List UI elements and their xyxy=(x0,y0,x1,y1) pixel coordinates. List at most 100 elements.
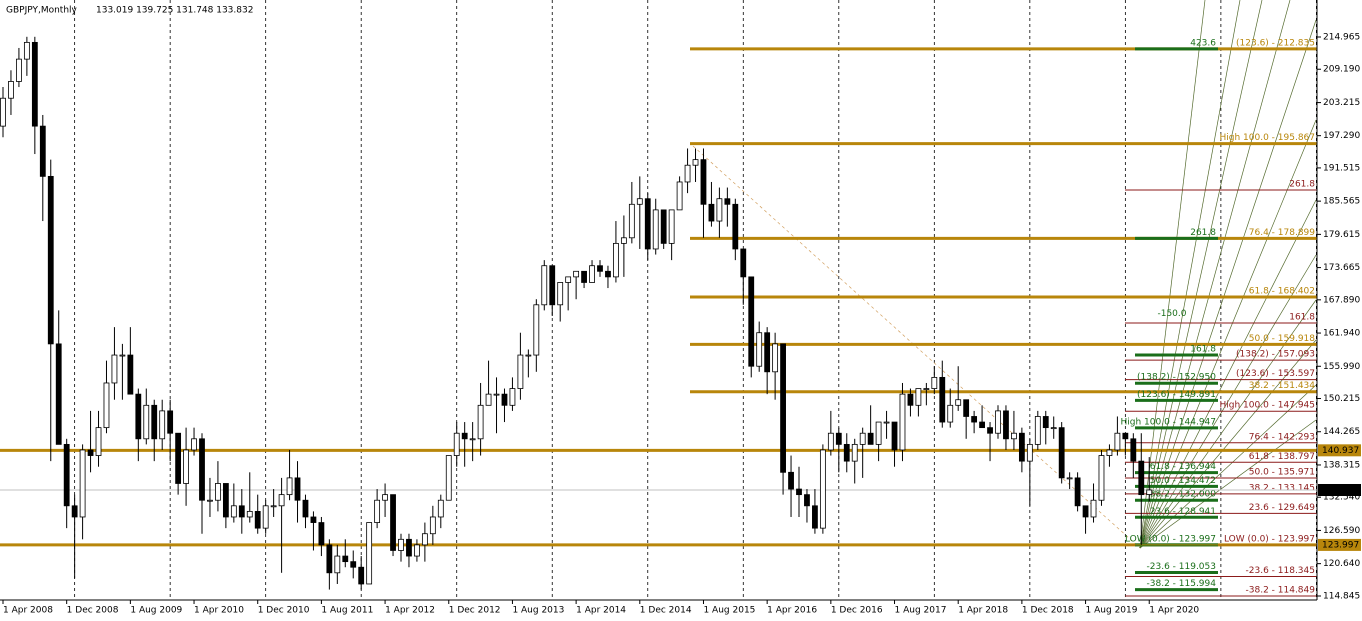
candle-body xyxy=(374,499,381,523)
candle-body xyxy=(47,175,54,345)
candle-body xyxy=(947,404,954,423)
candle-body xyxy=(859,432,866,445)
candle-body xyxy=(429,516,436,535)
candle-body xyxy=(788,471,794,490)
level-label: -38.2 - 115.994 xyxy=(1147,579,1217,589)
level-label: (123.6) - 212.835 xyxy=(1236,38,1315,48)
candle-body xyxy=(350,561,357,568)
candle-body xyxy=(979,421,985,429)
level-label: High 100.0 - 195.867 xyxy=(1220,133,1316,143)
y-tick-label: 114.845 xyxy=(1323,592,1360,602)
x-tick-label: 1 Dec 2014 xyxy=(640,606,692,616)
candle-body xyxy=(899,393,906,451)
level-label: 61.8 - 138.797 xyxy=(1249,452,1315,462)
fan-line xyxy=(1139,299,1317,549)
candle-body xyxy=(254,510,261,529)
candle-body xyxy=(636,198,643,205)
candle-body xyxy=(557,282,564,306)
candle-body xyxy=(302,499,309,518)
candle-body xyxy=(1146,489,1153,495)
candle-body xyxy=(867,432,874,445)
x-tick-label: 1 Aug 2019 xyxy=(1086,606,1138,616)
candle-body xyxy=(175,432,182,484)
candle-body xyxy=(414,544,420,557)
candle-body xyxy=(1026,443,1033,462)
price-box xyxy=(1318,483,1361,496)
candle-body xyxy=(875,421,882,445)
level-label: 261.8 xyxy=(1190,228,1216,238)
level-label: 423.6 xyxy=(1190,38,1216,48)
x-tick-label: 1 Dec 2016 xyxy=(831,606,883,616)
chart-title: GBPJPY,Monthly xyxy=(6,6,78,16)
level-label: (138.2) - 152.950 xyxy=(1137,373,1216,383)
level-label: 23.6 - 129.649 xyxy=(1249,503,1315,513)
candle-body xyxy=(1058,427,1065,479)
candle-body xyxy=(1066,477,1073,480)
level-label: High 100.0 - 147.945 xyxy=(1220,401,1316,411)
x-tick-label: 1 Dec 2008 xyxy=(67,606,119,616)
level-label: (138.2) - 157.093 xyxy=(1236,350,1315,360)
fan-line xyxy=(1139,119,1317,549)
candle-body xyxy=(501,393,508,406)
price-box-label: 133.832 xyxy=(1322,485,1359,495)
candle-body xyxy=(716,198,723,222)
level-label: 38.2 - 133.145 xyxy=(1249,483,1315,493)
candle-body xyxy=(660,209,667,244)
candle-body xyxy=(421,533,428,546)
y-tick-label: 144.265 xyxy=(1323,427,1360,437)
candle-body xyxy=(517,354,524,389)
candle-body xyxy=(1011,432,1017,440)
candle-body xyxy=(1098,455,1105,501)
price-box-label: 140.937 xyxy=(1322,446,1359,456)
candle-body xyxy=(1130,438,1137,462)
candle-body xyxy=(493,393,500,396)
fan-line xyxy=(1139,0,1241,549)
candle-body xyxy=(461,432,468,440)
y-tick-label: 161.940 xyxy=(1323,329,1360,339)
candle-body xyxy=(851,443,858,462)
candle-body xyxy=(207,499,213,502)
y-tick-label: 132.540 xyxy=(1323,493,1360,503)
candle-body xyxy=(1114,432,1121,451)
level-label: 61.8 - 168.402 xyxy=(1249,286,1315,296)
fan-line xyxy=(1139,0,1206,549)
candle-body xyxy=(605,270,611,278)
candle-body xyxy=(581,270,587,283)
candle-body xyxy=(684,164,691,183)
candle-body xyxy=(215,483,221,501)
candle-body xyxy=(294,477,301,501)
candle-body xyxy=(390,494,396,551)
candle-body xyxy=(398,538,404,551)
candle-body xyxy=(1106,449,1113,456)
candle-body xyxy=(549,265,556,306)
x-tick-label: 1 Apr 2016 xyxy=(767,606,817,616)
candle-body xyxy=(453,432,460,456)
candle-body xyxy=(71,505,78,518)
candle-body xyxy=(764,332,771,373)
level-label: 161.8 xyxy=(1289,313,1315,323)
level-label: 50.0 - 135.971 xyxy=(1249,468,1315,478)
candle-body xyxy=(199,438,205,501)
candle-body xyxy=(477,404,484,440)
x-tick-label: 1 Aug 2015 xyxy=(703,606,755,616)
candle-body xyxy=(310,516,317,523)
fan-line xyxy=(1139,419,1317,549)
candle-body xyxy=(772,343,779,373)
y-tick-label: 173.665 xyxy=(1323,263,1360,273)
candle-body xyxy=(270,505,277,508)
candle-body xyxy=(796,488,802,496)
candle-body xyxy=(485,393,492,406)
levels: (123.6) - 212.835 High 100.0 - 195.867 76.… xyxy=(0,38,1317,597)
candle-body xyxy=(565,276,572,283)
candle-body xyxy=(445,455,452,501)
candle-body xyxy=(835,432,842,445)
candle-body xyxy=(804,494,810,507)
candle-body xyxy=(262,505,269,529)
candles xyxy=(0,36,1153,590)
level-label: -150.0 xyxy=(1157,309,1186,319)
y-tick-label: 138.315 xyxy=(1323,460,1360,470)
price-box-label: 123.997 xyxy=(1322,540,1359,550)
candle-body xyxy=(1018,432,1025,462)
